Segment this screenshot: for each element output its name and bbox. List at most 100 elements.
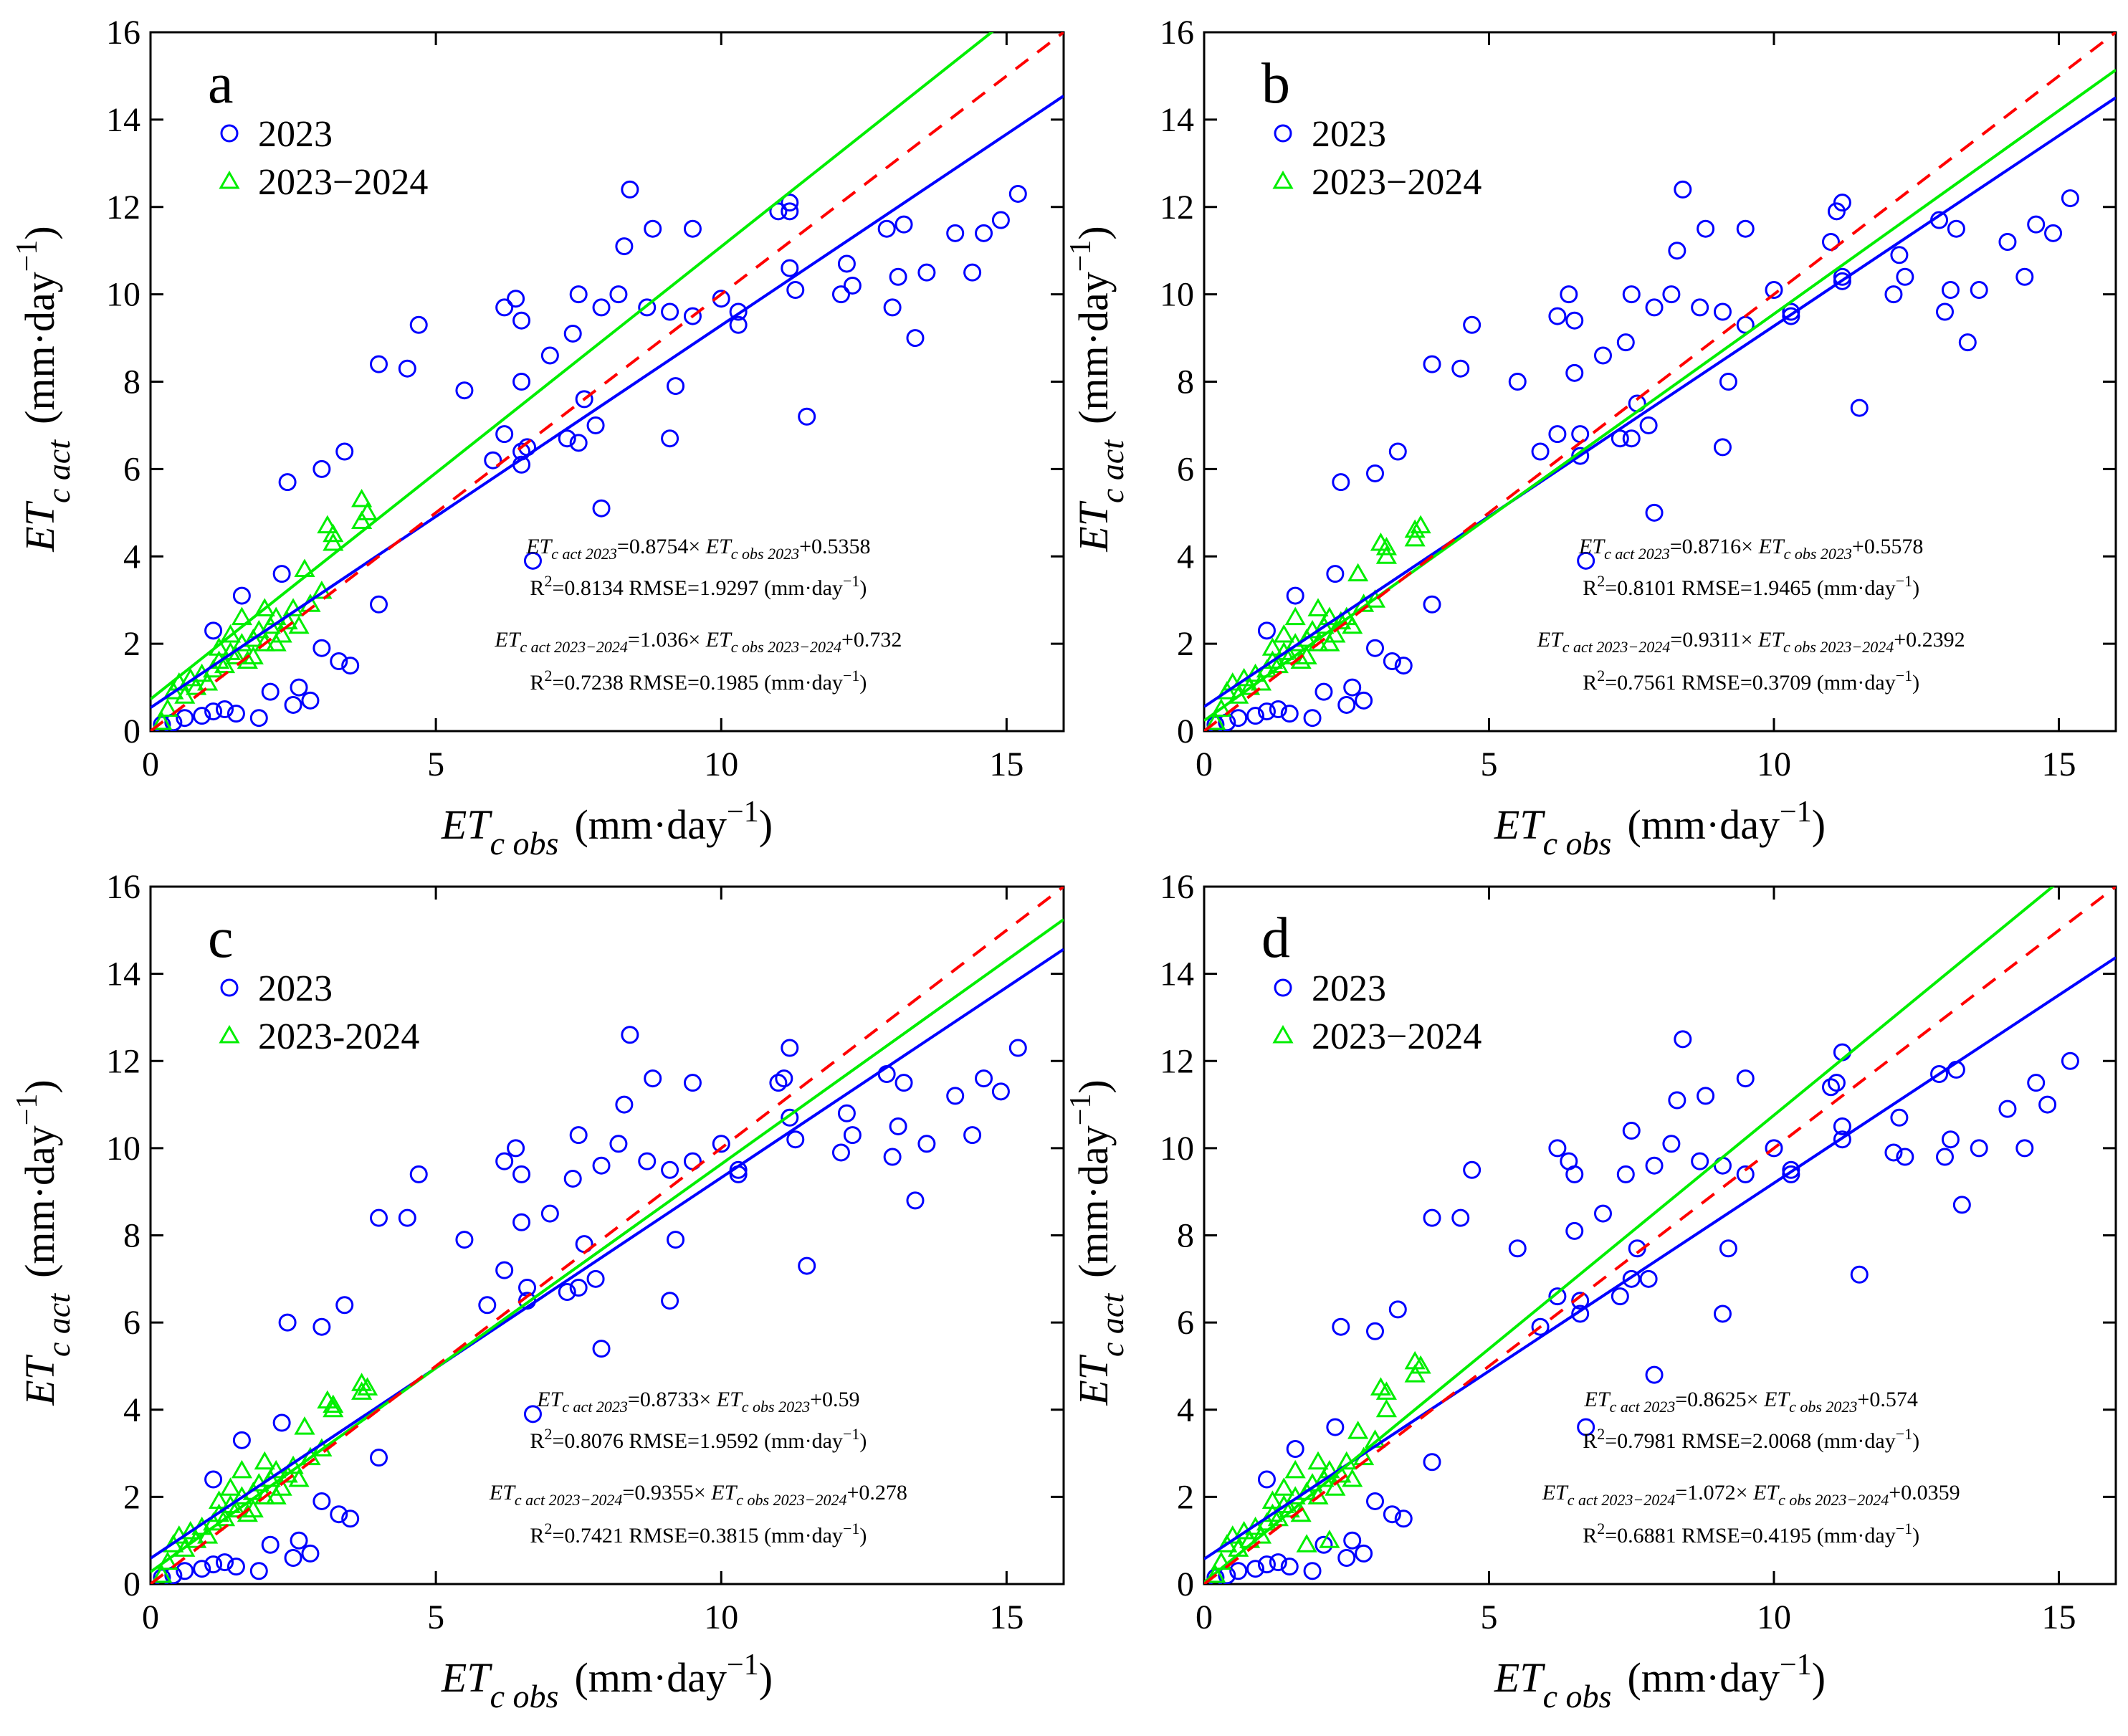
point-2023 xyxy=(512,311,531,330)
y-tick-label: 8 xyxy=(123,1217,140,1255)
eq-et: ET xyxy=(489,1481,516,1504)
fit-line-2023 xyxy=(151,95,1064,710)
y-tick-label: 6 xyxy=(123,1304,140,1342)
y-tick-label: 0 xyxy=(1177,1565,1194,1603)
fit-line-2023-2024 xyxy=(151,918,1064,1573)
point-2023-2024 xyxy=(1273,624,1294,643)
point-2023-2024 xyxy=(271,624,292,643)
point-2023 xyxy=(1246,1560,1265,1578)
y-label-unit: (mm·day xyxy=(1070,1125,1117,1278)
point-2023 xyxy=(798,1256,816,1275)
equation-2023: ETc act 2023=0.8754× ETc obs 2023+0.5358 xyxy=(525,535,870,563)
eq-subscript: c obs 2023−2024 xyxy=(1778,1491,1889,1509)
point-2023-2024 xyxy=(356,1377,378,1396)
point-2023 xyxy=(1691,298,1709,317)
x-tick-label: 15 xyxy=(2042,745,2076,783)
point-2023 xyxy=(2027,215,2046,234)
stat-r: R xyxy=(1583,1524,1597,1547)
point-2023 xyxy=(1246,707,1265,725)
y-axis-label: ETc act (mm·day−1) xyxy=(11,1079,77,1406)
legend-marker-2023 xyxy=(1274,124,1292,143)
point-2023 xyxy=(729,302,748,321)
x-tick-label: 0 xyxy=(142,1598,159,1636)
point-2023-2024 xyxy=(1375,1381,1397,1400)
y-tick-label: 4 xyxy=(123,538,140,576)
fit-line-2023 xyxy=(151,948,1064,1560)
point-2023 xyxy=(1508,373,1527,391)
point-2023 xyxy=(261,1535,280,1554)
point-2023-2024 xyxy=(1347,1421,1369,1439)
point-2023 xyxy=(2061,1051,2079,1070)
fit-lines xyxy=(151,32,1064,731)
point-2023 xyxy=(1280,1558,1299,1576)
point-2023 xyxy=(2015,1139,2034,1158)
point-2023 xyxy=(712,1135,730,1153)
y-label-exponent: −1 xyxy=(1064,1094,1097,1126)
point-2023 xyxy=(1611,429,1629,448)
point-2023 xyxy=(1332,473,1350,492)
point-2023-2024 xyxy=(1404,519,1426,538)
point-2023-2024 xyxy=(1261,1490,1283,1509)
eq-subscript: c obs 2023−2024 xyxy=(1783,638,1894,656)
point-2023 xyxy=(1833,267,1851,286)
point-2023 xyxy=(249,709,268,728)
point-2023-2024 xyxy=(351,489,373,507)
point-2023 xyxy=(889,1117,907,1135)
point-2023 xyxy=(455,381,474,400)
point-2023 xyxy=(917,1135,936,1153)
point-2023 xyxy=(1388,1300,1407,1319)
point-2023 xyxy=(1691,1152,1709,1170)
stat-r-exponent: 2 xyxy=(1597,1425,1605,1443)
stat-unit-close: ) xyxy=(1912,671,1919,695)
point-2023-2024 xyxy=(277,1464,298,1483)
eq-intercept: +0.732 xyxy=(841,628,902,652)
point-2023-2024 xyxy=(254,1451,275,1470)
legend-label-2023-2024: 2023−2024 xyxy=(258,162,428,203)
point-2023 xyxy=(683,1074,702,1092)
y-label-close: ) xyxy=(1070,1079,1117,1093)
eq-subscript: c obs 2023 xyxy=(1789,1398,1857,1416)
point-2023 xyxy=(946,1087,965,1105)
point-2023 xyxy=(2015,267,2034,286)
point-2023-2024 xyxy=(288,615,310,634)
y-tick-label: 2 xyxy=(1177,1478,1194,1516)
point-2023 xyxy=(1548,1139,1567,1158)
point-2023 xyxy=(889,267,907,286)
stat-unit-exponent: −1 xyxy=(843,667,859,685)
eq-coefficient: =1.072× xyxy=(1675,1481,1753,1504)
point-2023 xyxy=(1326,565,1345,583)
eq-intercept: +0.5358 xyxy=(799,535,870,558)
eq-et: ET xyxy=(1584,1388,1611,1411)
eq-intercept: +0.2392 xyxy=(1894,628,1965,652)
stat-unit-close: ) xyxy=(1912,1429,1919,1453)
y-tick-label: 12 xyxy=(1160,189,1194,226)
x-label-close: ) xyxy=(759,1654,773,1701)
point-2023 xyxy=(540,346,559,365)
point-2023 xyxy=(1896,1148,1914,1166)
stats-2023: R2=0.8134 RMSE=1.9297 (mm·day−1) xyxy=(530,572,867,600)
point-2023 xyxy=(1269,700,1287,719)
point-2023 xyxy=(1326,1418,1345,1436)
point-2023 xyxy=(563,324,582,343)
point-2023 xyxy=(1332,1317,1350,1336)
point-2023 xyxy=(370,1449,388,1467)
y-tick-label: 12 xyxy=(106,1042,140,1080)
point-2023-2024 xyxy=(323,532,344,551)
point-2023-2024 xyxy=(1342,1469,1363,1487)
x-label-unit: (mm·day xyxy=(1627,801,1780,848)
point-2023-2024 xyxy=(1404,528,1426,547)
eq-et: ET xyxy=(1752,1481,1780,1504)
stat-r: R xyxy=(530,576,544,600)
y-tick-label: 8 xyxy=(1177,363,1194,401)
legend-marker-2023-2024 xyxy=(219,170,240,189)
point-2023 xyxy=(781,259,799,277)
point-2023 xyxy=(1594,1204,1612,1223)
eq-subscript: c act 2023−2024 xyxy=(520,638,628,656)
point-2023 xyxy=(1616,1165,1635,1183)
point-2023 xyxy=(781,202,799,221)
point-2023 xyxy=(370,355,388,373)
stat-unit-close: ) xyxy=(859,1429,867,1453)
point-2023 xyxy=(193,1560,211,1578)
point-2023 xyxy=(330,652,348,670)
point-2023 xyxy=(1833,272,1851,290)
